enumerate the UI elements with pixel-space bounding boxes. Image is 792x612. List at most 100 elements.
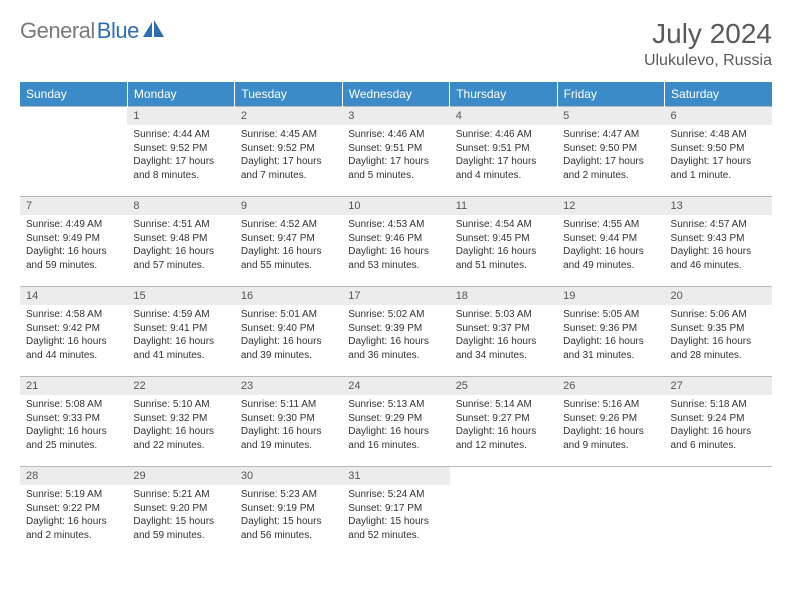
sunset-text: Sunset: 9:52 PM <box>241 142 336 156</box>
daylight-text: Daylight: 16 hours and 51 minutes. <box>456 245 551 272</box>
day-details: Sunrise: 5:02 AMSunset: 9:39 PMDaylight:… <box>342 305 449 366</box>
day-number: 1 <box>127 107 234 125</box>
calendar-week-row: 1Sunrise: 4:44 AMSunset: 9:52 PMDaylight… <box>20 107 772 197</box>
day-number: 17 <box>342 287 449 305</box>
calendar-day-cell: 26Sunrise: 5:16 AMSunset: 9:26 PMDayligh… <box>557 377 664 467</box>
calendar-day-cell: 29Sunrise: 5:21 AMSunset: 9:20 PMDayligh… <box>127 467 234 557</box>
sunset-text: Sunset: 9:50 PM <box>563 142 658 156</box>
calendar-day-cell: 25Sunrise: 5:14 AMSunset: 9:27 PMDayligh… <box>450 377 557 467</box>
weekday-header: Tuesday <box>235 82 342 107</box>
sunset-text: Sunset: 9:45 PM <box>456 232 551 246</box>
day-details: Sunrise: 4:44 AMSunset: 9:52 PMDaylight:… <box>127 125 234 186</box>
sunset-text: Sunset: 9:47 PM <box>241 232 336 246</box>
sunset-text: Sunset: 9:52 PM <box>133 142 228 156</box>
sunrise-text: Sunrise: 4:53 AM <box>348 218 443 232</box>
calendar-day-cell: 6Sunrise: 4:48 AMSunset: 9:50 PMDaylight… <box>665 107 772 197</box>
day-details: Sunrise: 4:55 AMSunset: 9:44 PMDaylight:… <box>557 215 664 276</box>
calendar-day-cell: 3Sunrise: 4:46 AMSunset: 9:51 PMDaylight… <box>342 107 449 197</box>
day-number: 24 <box>342 377 449 395</box>
day-number: 6 <box>665 107 772 125</box>
day-number: 2 <box>235 107 342 125</box>
day-number: 25 <box>450 377 557 395</box>
day-details: Sunrise: 4:47 AMSunset: 9:50 PMDaylight:… <box>557 125 664 186</box>
daylight-text: Daylight: 16 hours and 57 minutes. <box>133 245 228 272</box>
weekday-header: Monday <box>127 82 234 107</box>
sunrise-text: Sunrise: 4:59 AM <box>133 308 228 322</box>
day-details: Sunrise: 4:57 AMSunset: 9:43 PMDaylight:… <box>665 215 772 276</box>
calendar-week-row: 14Sunrise: 4:58 AMSunset: 9:42 PMDayligh… <box>20 287 772 377</box>
month-title: July 2024 <box>644 18 772 50</box>
daylight-text: Daylight: 16 hours and 16 minutes. <box>348 425 443 452</box>
calendar-day-cell: 16Sunrise: 5:01 AMSunset: 9:40 PMDayligh… <box>235 287 342 377</box>
day-number: 10 <box>342 197 449 215</box>
calendar-day-cell: 1Sunrise: 4:44 AMSunset: 9:52 PMDaylight… <box>127 107 234 197</box>
sunset-text: Sunset: 9:24 PM <box>671 412 766 426</box>
calendar-day-cell <box>557 467 664 557</box>
weekday-header: Sunday <box>20 82 127 107</box>
daylight-text: Daylight: 16 hours and 19 minutes. <box>241 425 336 452</box>
sunrise-text: Sunrise: 4:58 AM <box>26 308 121 322</box>
daylight-text: Daylight: 16 hours and 44 minutes. <box>26 335 121 362</box>
day-number: 5 <box>557 107 664 125</box>
sunset-text: Sunset: 9:51 PM <box>348 142 443 156</box>
sunrise-text: Sunrise: 5:03 AM <box>456 308 551 322</box>
day-number: 30 <box>235 467 342 485</box>
sunset-text: Sunset: 9:43 PM <box>671 232 766 246</box>
sunrise-text: Sunrise: 4:48 AM <box>671 128 766 142</box>
sunset-text: Sunset: 9:44 PM <box>563 232 658 246</box>
sunrise-text: Sunrise: 5:11 AM <box>241 398 336 412</box>
calendar-day-cell: 23Sunrise: 5:11 AMSunset: 9:30 PMDayligh… <box>235 377 342 467</box>
weekday-header-row: Sunday Monday Tuesday Wednesday Thursday… <box>20 82 772 107</box>
day-details: Sunrise: 5:16 AMSunset: 9:26 PMDaylight:… <box>557 395 664 456</box>
calendar-week-row: 28Sunrise: 5:19 AMSunset: 9:22 PMDayligh… <box>20 467 772 557</box>
daylight-text: Daylight: 17 hours and 5 minutes. <box>348 155 443 182</box>
weekday-header: Friday <box>557 82 664 107</box>
daylight-text: Daylight: 16 hours and 12 minutes. <box>456 425 551 452</box>
calendar-day-cell: 19Sunrise: 5:05 AMSunset: 9:36 PMDayligh… <box>557 287 664 377</box>
daylight-text: Daylight: 17 hours and 1 minute. <box>671 155 766 182</box>
daylight-text: Daylight: 16 hours and 9 minutes. <box>563 425 658 452</box>
day-number: 23 <box>235 377 342 395</box>
sunset-text: Sunset: 9:50 PM <box>671 142 766 156</box>
day-details: Sunrise: 5:13 AMSunset: 9:29 PMDaylight:… <box>342 395 449 456</box>
day-details: Sunrise: 5:06 AMSunset: 9:35 PMDaylight:… <box>665 305 772 366</box>
sunset-text: Sunset: 9:40 PM <box>241 322 336 336</box>
daylight-text: Daylight: 17 hours and 8 minutes. <box>133 155 228 182</box>
location-label: Ulukulevo, Russia <box>644 52 772 70</box>
day-details: Sunrise: 5:24 AMSunset: 9:17 PMDaylight:… <box>342 485 449 546</box>
sunset-text: Sunset: 9:19 PM <box>241 502 336 516</box>
day-details: Sunrise: 5:11 AMSunset: 9:30 PMDaylight:… <box>235 395 342 456</box>
daylight-text: Daylight: 17 hours and 4 minutes. <box>456 155 551 182</box>
calendar-day-cell: 4Sunrise: 4:46 AMSunset: 9:51 PMDaylight… <box>450 107 557 197</box>
daylight-text: Daylight: 16 hours and 39 minutes. <box>241 335 336 362</box>
day-details: Sunrise: 4:48 AMSunset: 9:50 PMDaylight:… <box>665 125 772 186</box>
sunrise-text: Sunrise: 4:51 AM <box>133 218 228 232</box>
brand-logo: GeneralBlue <box>20 18 165 44</box>
sunrise-text: Sunrise: 5:23 AM <box>241 488 336 502</box>
day-number: 19 <box>557 287 664 305</box>
sunrise-text: Sunrise: 5:14 AM <box>456 398 551 412</box>
day-details: Sunrise: 5:18 AMSunset: 9:24 PMDaylight:… <box>665 395 772 456</box>
sunrise-text: Sunrise: 4:44 AM <box>133 128 228 142</box>
day-number: 9 <box>235 197 342 215</box>
day-number: 7 <box>20 197 127 215</box>
day-number: 16 <box>235 287 342 305</box>
calendar-day-cell: 31Sunrise: 5:24 AMSunset: 9:17 PMDayligh… <box>342 467 449 557</box>
sunrise-text: Sunrise: 5:18 AM <box>671 398 766 412</box>
sunrise-text: Sunrise: 5:08 AM <box>26 398 121 412</box>
daylight-text: Daylight: 16 hours and 41 minutes. <box>133 335 228 362</box>
day-details: Sunrise: 5:05 AMSunset: 9:36 PMDaylight:… <box>557 305 664 366</box>
day-details: Sunrise: 4:59 AMSunset: 9:41 PMDaylight:… <box>127 305 234 366</box>
day-number <box>20 107 127 113</box>
sunrise-text: Sunrise: 4:49 AM <box>26 218 121 232</box>
sunset-text: Sunset: 9:33 PM <box>26 412 121 426</box>
sunset-text: Sunset: 9:37 PM <box>456 322 551 336</box>
daylight-text: Daylight: 17 hours and 2 minutes. <box>563 155 658 182</box>
daylight-text: Daylight: 17 hours and 7 minutes. <box>241 155 336 182</box>
day-number: 29 <box>127 467 234 485</box>
day-details: Sunrise: 5:19 AMSunset: 9:22 PMDaylight:… <box>20 485 127 546</box>
sunrise-text: Sunrise: 5:19 AM <box>26 488 121 502</box>
calendar-day-cell: 27Sunrise: 5:18 AMSunset: 9:24 PMDayligh… <box>665 377 772 467</box>
day-number: 15 <box>127 287 234 305</box>
daylight-text: Daylight: 16 hours and 31 minutes. <box>563 335 658 362</box>
